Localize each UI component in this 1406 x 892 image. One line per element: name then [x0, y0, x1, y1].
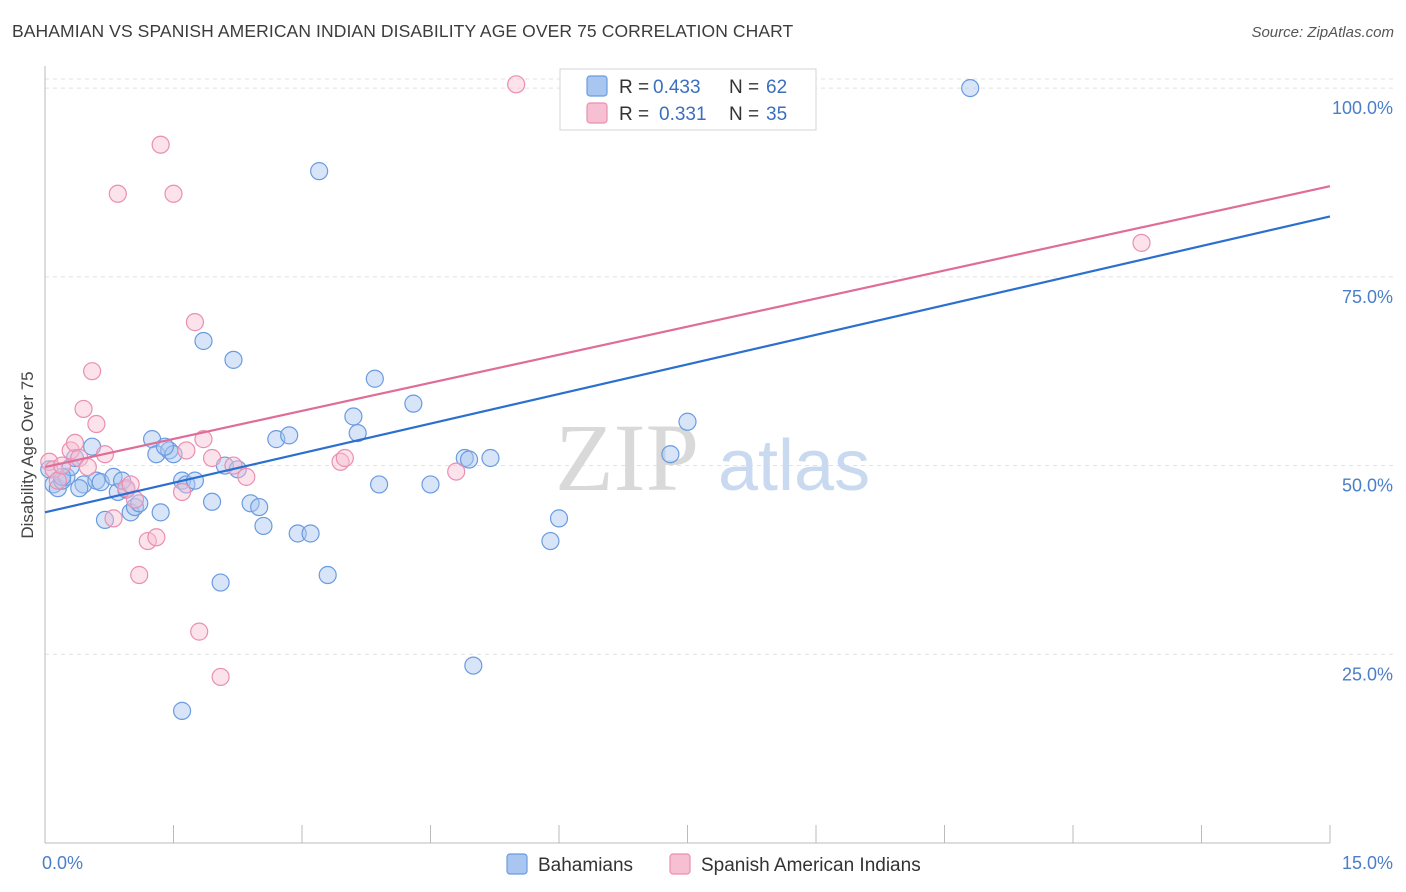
point-bahamians-37 — [288, 524, 307, 543]
point-bahamians-20 — [151, 503, 170, 522]
y-tick-label-1: 50.0% — [1342, 476, 1393, 496]
point-bahamians-49 — [464, 656, 483, 675]
point-bahamians-33 — [250, 497, 269, 517]
watermark-zip: ZIP — [555, 404, 699, 511]
watermark: ZIP atlas — [555, 404, 870, 511]
point-spanish-american-indians-22 — [172, 482, 192, 502]
y-tick-label-2: 75.0% — [1342, 287, 1393, 307]
series-legend-label-bahamians: Bahamians — [538, 855, 633, 876]
point-bahamians-57 — [172, 701, 192, 720]
point-spanish-american-indians-21 — [164, 184, 183, 203]
point-bahamians-28 — [211, 573, 230, 592]
point-bahamians-32 — [241, 494, 260, 513]
legend-swatch-spanish-american-indians — [586, 102, 608, 124]
point-bahamians-52 — [549, 509, 569, 528]
legend-n-value-1: 62 — [766, 77, 787, 98]
legend-r-label-2: R = — [619, 104, 649, 125]
point-bahamians-27 — [202, 492, 222, 511]
point-bahamians-42 — [348, 423, 367, 443]
point-spanish-american-indians-7 — [74, 399, 93, 419]
point-spanish-american-indians-30 — [237, 467, 256, 486]
point-spanish-american-indians-34 — [507, 75, 526, 94]
point-spanish-american-indians-5 — [65, 433, 85, 453]
point-spanish-american-indians-12 — [104, 509, 123, 528]
point-bahamians-34 — [254, 516, 273, 536]
point-spanish-american-indians-24 — [185, 313, 205, 332]
point-bahamians-30 — [224, 350, 243, 369]
point-spanish-american-indians-19 — [147, 528, 166, 547]
chart-source: Source: ZipAtlas.com — [1251, 24, 1394, 41]
point-bahamians-12 — [104, 467, 123, 486]
point-spanish-american-indians-33 — [447, 462, 466, 481]
point-spanish-american-indians-13 — [108, 184, 127, 203]
point-bahamians-41 — [344, 407, 363, 426]
point-bahamians-48 — [459, 450, 479, 469]
point-spanish-american-indians-9 — [83, 362, 102, 381]
legend-r-value-1: 0.433 — [653, 77, 701, 98]
trend-line-bahamians — [44, 215, 1331, 514]
point-spanish-american-indians-18 — [138, 531, 157, 551]
point-spanish-american-indians-20 — [151, 135, 170, 154]
y-tick-labels: 25.0% 50.0% 75.0% 100.0% — [1332, 98, 1393, 684]
point-bahamians-38 — [301, 524, 320, 543]
point-spanish-american-indians-25 — [190, 622, 209, 641]
point-spanish-american-indians-2 — [48, 471, 67, 490]
point-bahamians-53 — [661, 445, 680, 464]
y-axis-title: Disability Age Over 75 — [18, 371, 37, 538]
point-spanish-american-indians-35 — [1132, 233, 1151, 252]
correlation-legend: R = 0.433 N = 62 R = 0.331 N = 35 — [559, 68, 817, 131]
series-legend-swatch-bahamians — [506, 853, 528, 875]
point-bahamians-59 — [70, 479, 89, 498]
chart-title: BAHAMIAN VS SPANISH AMERICAN INDIAN DISA… — [12, 21, 794, 41]
point-bahamians-54 — [678, 412, 697, 431]
x-tick-label-max: 15.0% — [1342, 853, 1393, 873]
legend-swatch-bahamians — [586, 75, 608, 97]
point-bahamians-26 — [194, 331, 213, 351]
point-bahamians-51 — [541, 531, 560, 551]
point-bahamians-45 — [404, 394, 423, 413]
point-bahamians-39 — [310, 162, 329, 181]
trend-line-spanish-american-indians — [44, 185, 1331, 469]
point-spanish-american-indians-26 — [194, 430, 213, 449]
watermark-atlas: atlas — [718, 426, 870, 506]
point-bahamians-40 — [318, 565, 337, 585]
trend-lines — [44, 185, 1331, 514]
x-tick-label-min: 0.0% — [42, 853, 83, 873]
legend-n-label-1: N = — [729, 77, 759, 98]
point-spanish-american-indians-28 — [211, 667, 230, 687]
point-bahamians-44 — [370, 475, 389, 494]
y-tick-label-0: 25.0% — [1342, 664, 1393, 684]
series-legend-swatch-spanish-american-indians — [669, 853, 691, 875]
point-bahamians-56 — [961, 78, 980, 98]
point-spanish-american-indians-10 — [87, 414, 106, 434]
legend-n-value-2: 35 — [766, 104, 787, 125]
point-spanish-american-indians-23 — [177, 441, 196, 460]
series-legend-label-spanish-american-indians: Spanish American Indians — [701, 855, 921, 876]
x-tick-labels: 0.0% 15.0% — [42, 853, 1393, 873]
legend-r-value-2: 0.331 — [659, 104, 707, 125]
data-points — [40, 75, 1151, 720]
legend-n-label-2: N = — [729, 104, 759, 125]
series-legend: Bahamians Spanish American Indians — [506, 853, 921, 876]
point-bahamians-46 — [421, 475, 440, 494]
legend-r-label-1: R = — [619, 77, 649, 98]
point-bahamians-50 — [481, 448, 500, 468]
point-bahamians-36 — [280, 426, 299, 445]
point-bahamians-43 — [365, 369, 384, 388]
gridlines — [45, 78, 1393, 655]
point-spanish-american-indians-32 — [335, 448, 354, 468]
point-spanish-american-indians-17 — [130, 565, 149, 585]
point-spanish-american-indians-27 — [202, 448, 222, 468]
y-tick-label-3: 100.0% — [1332, 98, 1393, 118]
point-spanish-american-indians-8 — [78, 457, 97, 477]
